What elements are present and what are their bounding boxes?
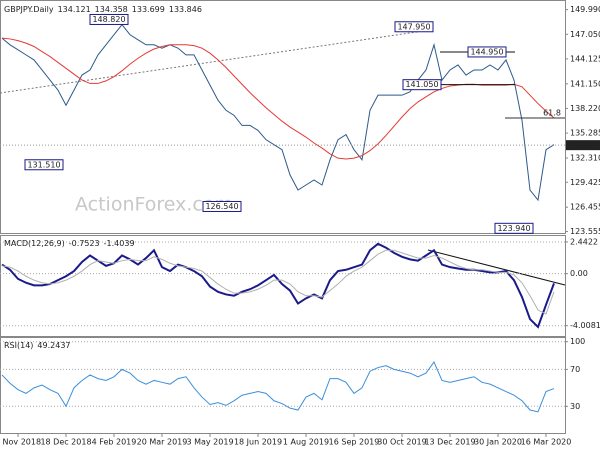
- panel-title: GBPJPY.Daily 134.121 134.358 133.699 133.846: [4, 5, 202, 14]
- last-price-label: 133.846: [568, 141, 600, 150]
- x-tick-label: 30 Jan 2020: [474, 438, 522, 447]
- panel-reading: 133.846: [169, 5, 202, 14]
- level-box: [24, 159, 64, 171]
- series-line: [1, 242, 555, 329]
- x-tick-label: 4 Feb 2019: [92, 438, 137, 447]
- y-tick-label: 132.310: [570, 154, 600, 163]
- y-tick-label: 149.990: [570, 5, 600, 14]
- series-line: [1, 360, 555, 413]
- x-tick-label: 18 Jun 2019: [234, 438, 282, 447]
- y-tick-label: 2.4422: [570, 237, 598, 246]
- x-tick-label: 1 Aug 2019: [283, 438, 329, 447]
- y-tick-label: 138.220: [570, 104, 600, 113]
- panel-title: MACD(12,26,9) -0.7523 -1.4039: [4, 239, 135, 248]
- y-tick-label: 144.125: [570, 54, 600, 63]
- fib-label: 61.8: [543, 109, 561, 118]
- macd-panel: [0, 235, 566, 337]
- level-box: [202, 200, 242, 212]
- panel-reading: 134.121: [58, 5, 91, 14]
- x-tick-label: 13 Dec 2019: [424, 438, 475, 447]
- level-box: [89, 13, 129, 25]
- y-tick-label: 129.425: [570, 178, 600, 187]
- watermark: ActionForex.com: [75, 194, 233, 216]
- y-tick-label: 100: [570, 337, 585, 346]
- panel-reading: -0.7523: [69, 239, 100, 248]
- panel-reading: -1.4039: [104, 239, 135, 248]
- y-tick-label: 147.050: [570, 30, 600, 39]
- level-label: 147.950: [397, 22, 430, 31]
- panel-title-text: RSI(14): [4, 341, 33, 350]
- level-box: [402, 79, 442, 91]
- last-price-box: [566, 140, 600, 151]
- y-tick-label: -4.0081: [570, 321, 600, 330]
- x-tick-label: 16 Sep 2019: [329, 438, 380, 447]
- panel-reading: 133.699: [132, 5, 165, 14]
- level-label: 144.950: [470, 47, 503, 56]
- level-label: 126.540: [205, 202, 238, 211]
- level-label: 141.050: [405, 80, 438, 89]
- x-tick-label: 16 Mar 2020: [521, 438, 572, 447]
- x-tick-label: 2 Nov 2018: [0, 438, 41, 447]
- x-tick-label: 3 May 2019: [186, 438, 233, 447]
- y-tick-label: 135.285: [570, 129, 600, 138]
- y-tick-label: 141.150: [570, 79, 600, 88]
- x-tick-label: 20 Mar 2019: [137, 438, 188, 447]
- panel-title-text: GBPJPY.Daily: [4, 5, 54, 14]
- x-tick-label: 30 Oct 2019: [377, 438, 426, 447]
- level-label: 131.510: [27, 160, 60, 169]
- level-box: [467, 46, 507, 58]
- level-box: [494, 222, 534, 234]
- level-label: 123.940: [497, 224, 530, 233]
- y-tick-label: 30: [570, 402, 580, 411]
- panel-reading: 134.358: [95, 5, 128, 14]
- series-line: [1, 23, 555, 202]
- rsi-panel: [0, 337, 566, 434]
- price-panel: [0, 0, 566, 234]
- y-tick-label: 0.00: [570, 269, 588, 278]
- level-label: 148.820: [92, 15, 125, 24]
- trend-line: [0, 29, 431, 94]
- panel-title-text: MACD(12,26,9): [4, 239, 65, 248]
- panel-title: RSI(14) 49.2437: [4, 341, 71, 350]
- y-tick-label: 123.555: [570, 227, 600, 236]
- level-box: [394, 21, 434, 33]
- panel-reading: 49.2437: [37, 341, 70, 350]
- x-tick-label: 18 Dec 2018: [40, 438, 91, 447]
- macd-trend-line: [427, 249, 566, 286]
- series-line: [1, 249, 555, 315]
- y-tick-label: 126.455: [570, 203, 600, 212]
- y-tick-label: 70: [570, 365, 580, 374]
